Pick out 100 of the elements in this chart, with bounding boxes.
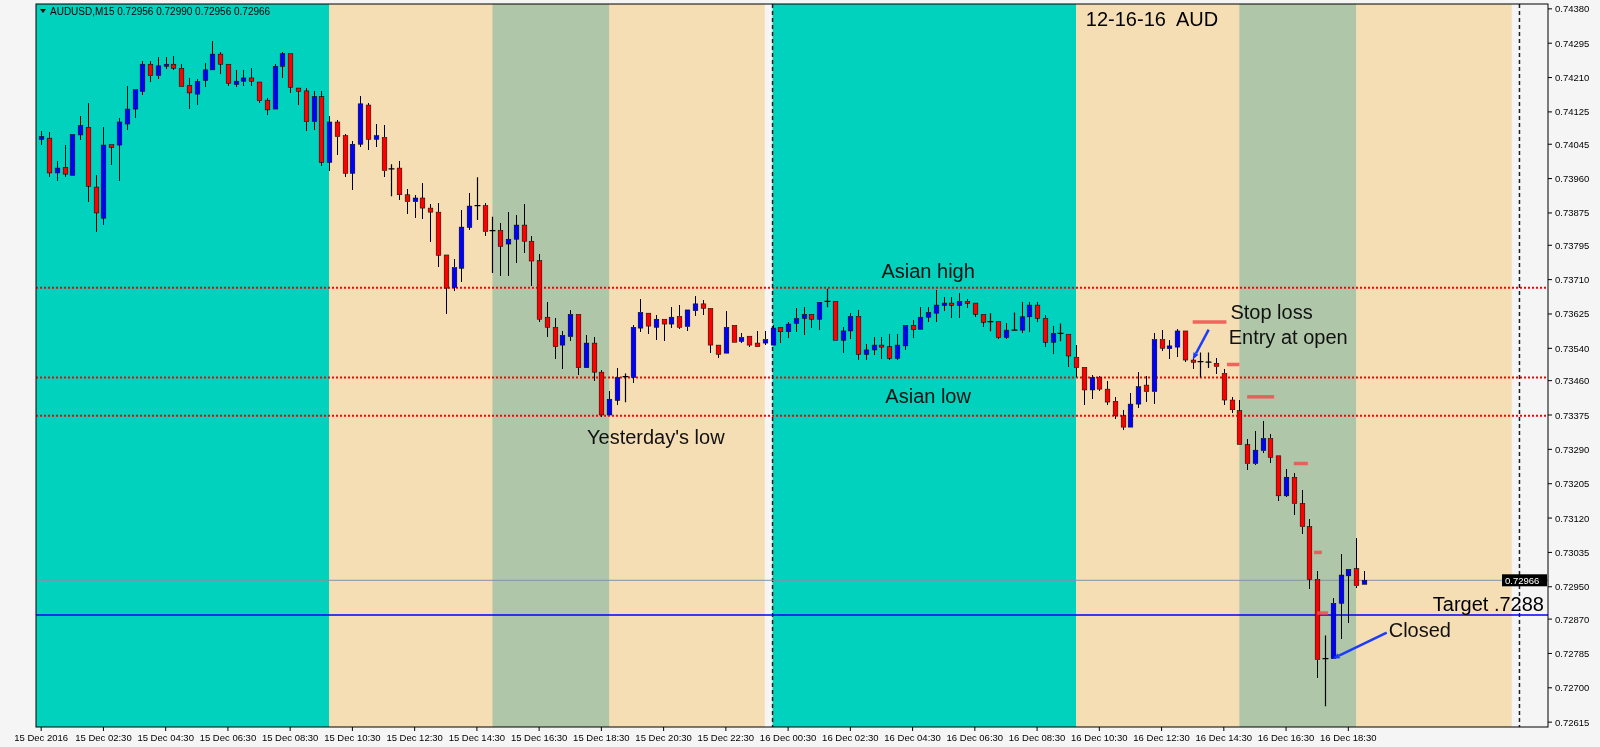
candlestick [575,314,582,376]
x-tick-label: 15 Dec 20:30 [635,732,692,743]
ref-line-label: Target .7288 [1432,593,1544,616]
candlestick [972,302,979,318]
candlestick [824,288,831,308]
candlestick [754,330,761,347]
candlestick [894,333,901,361]
candlestick [1003,322,1010,340]
annotation: Asian high [881,259,975,282]
y-tick-label: 0.73460 [1555,375,1590,387]
candlestick [54,160,61,182]
candlestick [645,312,652,335]
candlestick [614,367,621,406]
candlestick [1174,328,1181,358]
candlestick [583,334,590,368]
candlestick [396,160,403,201]
candlestick [381,124,388,178]
y-tick-label: 0.74125 [1555,106,1590,118]
candlestick [1135,371,1142,409]
candlestick [357,95,364,148]
y-tick-label: 0.73375 [1555,409,1590,421]
candlestick [100,126,107,226]
candlestick [933,289,940,323]
candlestick [85,102,92,203]
x-tick-label: 16 Dec 14:30 [1195,732,1253,743]
candlestick [956,292,963,319]
candlestick [941,296,948,312]
candlestick [1057,323,1064,342]
candlestick [194,78,201,106]
candlestick [513,214,520,264]
annotation: Stop loss [1230,301,1313,324]
candlestick [412,194,419,219]
candlestick [521,203,528,254]
x-tick-label: 15 Dec 14:30 [448,732,506,743]
candlestick [855,309,862,361]
candlestick [248,67,255,87]
y-tick-label: 0.73795 [1555,239,1590,251]
candlestick [723,310,730,354]
candlestick [303,87,310,132]
y-tick-label: 0.73290 [1555,443,1590,455]
candlestick [132,89,139,119]
candlestick [139,60,146,96]
x-tick-label: 16 Dec 02:30 [822,732,879,743]
candlestick [1322,635,1329,707]
candlestick [1127,392,1134,428]
candlestick [606,390,613,416]
y-tick-label: 0.73710 [1555,274,1590,286]
candlestick [279,51,286,79]
candlestick [995,321,1002,340]
candlestick [77,115,84,141]
x-tick-label: 15 Dec 12:30 [386,732,443,743]
y-tick-label: 0.72785 [1555,647,1590,659]
candlestick [1361,570,1368,585]
x-tick-label: 15 Dec 22:30 [697,732,755,743]
candlestick [1089,374,1096,400]
candlestick [785,321,792,339]
candlestick [622,373,629,403]
candlestick [964,298,971,309]
candlestick [1011,312,1018,331]
candlestick [334,119,341,156]
candlestick [832,301,839,341]
y-tick-label: 0.74045 [1555,138,1590,150]
candlestick [38,130,45,146]
candlestick [404,188,411,215]
candlestick [318,90,325,167]
candlestick [684,309,691,332]
candlestick [980,314,987,328]
x-tick-label: 16 Dec 12:30 [1133,732,1190,743]
candlestick [186,77,193,110]
candlestick [863,343,870,361]
annotation: Closed [1388,618,1452,641]
x-tick-label: 15 Dec 08:30 [261,732,319,743]
x-tick-label: 16 Dec 18:30 [1320,732,1377,743]
candlestick [1244,438,1251,471]
candlestick [668,306,675,329]
candlestick [1197,352,1204,378]
y-tick-label: 0.72700 [1555,682,1590,694]
candlestick [840,326,847,354]
candlestick [630,324,637,384]
candlestick [653,314,660,341]
candlestick [1299,489,1306,535]
candlestick [163,56,170,70]
candlestick [1260,420,1267,454]
candlestick [373,123,380,148]
candlestick [466,192,473,231]
chart-title: 12-16-16 AUD [1085,8,1219,30]
candlestick [692,295,699,317]
candlestick [435,202,442,268]
candlestick [902,325,909,351]
candlestick [528,235,535,287]
candlestick [1026,301,1033,333]
candlestick [311,90,318,131]
candlestick [497,222,504,277]
candlestick [731,325,738,343]
candlestick [1205,352,1212,368]
candlestick [987,313,994,332]
y-tick-label: 0.73035 [1555,546,1590,558]
candlestick [746,335,753,348]
candlestick [489,216,496,273]
x-tick-label: 16 Dec 16:30 [1257,732,1315,743]
